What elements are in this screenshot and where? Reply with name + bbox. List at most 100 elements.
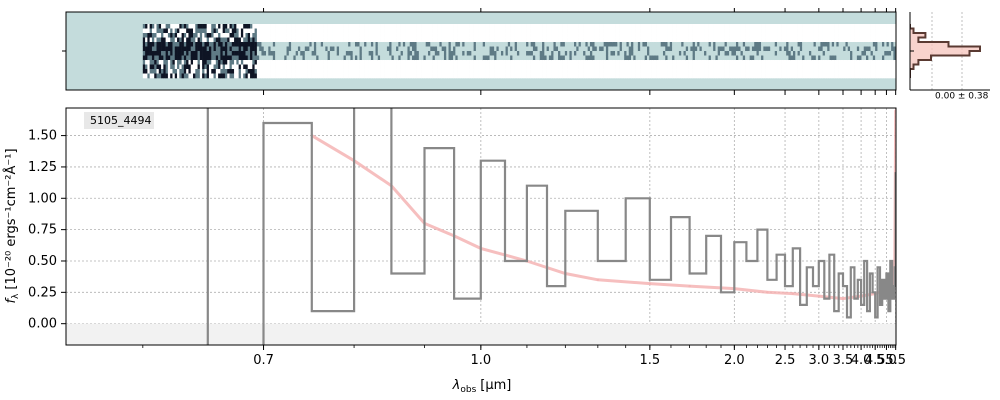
heatmap-cell	[717, 55, 721, 61]
heatmap-cell	[845, 64, 849, 70]
heatmap-cell	[229, 46, 233, 52]
heatmap-cell	[667, 28, 671, 34]
heatmap-cell	[576, 51, 579, 56]
heatmap-cell	[218, 24, 221, 29]
heatmap-cell	[850, 60, 853, 65]
heatmap-cell	[275, 60, 278, 65]
heatmap-cell	[464, 51, 468, 56]
heatmap-cell	[770, 37, 773, 43]
heatmap-cell	[448, 33, 452, 38]
heatmap-cell	[558, 24, 561, 29]
heatmap-cell	[893, 73, 896, 79]
heatmap-cell	[665, 73, 668, 79]
heatmap-cell	[781, 51, 785, 56]
heatmap-cell	[665, 69, 668, 74]
heatmap-cell	[621, 33, 625, 38]
heatmap-cell	[293, 46, 296, 52]
heatmap-cell	[544, 69, 547, 74]
heatmap-cell	[535, 73, 538, 79]
heatmap-cell	[635, 73, 639, 79]
heatmap-cell	[542, 37, 545, 43]
heatmap-cell	[345, 64, 349, 70]
heatmap-cell	[601, 55, 604, 61]
heatmap-cell	[526, 28, 529, 34]
heatmap-cell	[861, 73, 865, 79]
heatmap-cell	[786, 24, 789, 29]
heatmap-cell	[802, 42, 805, 47]
heatmap-cell	[190, 51, 194, 56]
heatmap-cell	[503, 24, 506, 29]
heatmap-cell	[537, 42, 541, 47]
heatmap-cell	[854, 24, 858, 29]
heatmap-cell	[357, 33, 360, 38]
heatmap-cell	[720, 60, 723, 65]
heatmap-cell	[427, 28, 431, 34]
heatmap-cell	[279, 42, 283, 47]
heatmap-cell	[186, 42, 189, 47]
heatmap-cell	[329, 73, 333, 79]
heatmap-cell	[234, 28, 237, 34]
heatmap-cell	[722, 28, 725, 34]
heatmap-cell	[824, 33, 828, 38]
heatmap-cell	[375, 55, 379, 61]
heatmap-cell	[302, 73, 306, 79]
heatmap-cell	[628, 33, 632, 38]
heatmap-cell	[245, 55, 249, 61]
heatmap-cell	[706, 46, 709, 52]
heatmap-cell	[421, 46, 424, 52]
heatmap-cell	[674, 51, 677, 56]
heatmap-cell	[323, 69, 326, 74]
heatmap-cell	[325, 69, 328, 74]
heatmap-cell	[179, 69, 182, 74]
heatmap-cell	[302, 37, 306, 43]
heatmap-cell	[562, 42, 566, 47]
heatmap-cell	[772, 64, 776, 70]
heatmap-cell	[206, 24, 210, 29]
heatmap-cell	[396, 33, 399, 38]
heatmap-cell	[653, 24, 657, 29]
heatmap-cell	[872, 51, 876, 56]
heatmap-cell	[464, 55, 468, 61]
heatmap-cell	[505, 37, 509, 43]
heatmap-cell	[183, 42, 187, 47]
heatmap-cell	[464, 37, 468, 43]
heatmap-cell	[583, 64, 586, 70]
heatmap-cell	[619, 24, 623, 29]
heatmap-cell	[350, 55, 354, 61]
heatmap-cell	[316, 69, 319, 74]
heatmap-cell	[786, 33, 789, 38]
heatmap-cell	[811, 28, 814, 34]
heatmap-cell	[512, 73, 515, 79]
heatmap-cell	[742, 24, 746, 29]
heatmap-cell	[603, 55, 607, 61]
heatmap-cell	[412, 73, 415, 79]
heatmap-cell	[380, 64, 383, 70]
heatmap-cell	[749, 60, 753, 65]
heatmap-cell	[697, 73, 700, 79]
heatmap-cell	[434, 55, 438, 61]
heatmap-cell	[364, 73, 367, 79]
data-point	[745, 260, 748, 262]
heatmap-cell	[291, 51, 294, 56]
heatmap-cell	[430, 51, 433, 56]
heatmap-cell	[824, 73, 828, 79]
heatmap-cell	[692, 64, 696, 70]
heatmap-cell	[421, 42, 424, 47]
heatmap-cell	[637, 73, 641, 79]
heatmap-cell	[672, 69, 675, 74]
heatmap-cell	[224, 60, 228, 65]
heatmap-cell	[496, 64, 500, 70]
heatmap-cell	[297, 28, 301, 34]
heatmap-cell	[790, 51, 794, 56]
heatmap-cell	[692, 28, 696, 34]
heatmap-cell	[710, 46, 714, 52]
heatmap-cell	[804, 73, 807, 79]
heatmap-cell	[254, 42, 258, 47]
heatmap-cell	[500, 64, 504, 70]
heatmap-cell	[811, 55, 814, 61]
heatmap-cell	[170, 69, 173, 74]
heatmap-cell	[339, 46, 342, 52]
heatmap-cell	[644, 42, 648, 47]
heatmap-cell	[624, 60, 627, 65]
heatmap-cell	[704, 42, 707, 47]
